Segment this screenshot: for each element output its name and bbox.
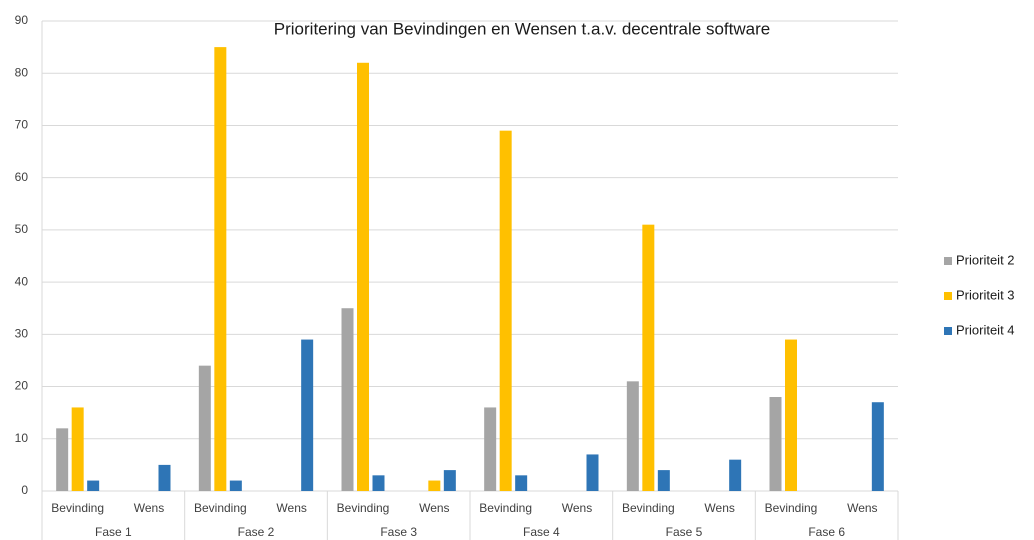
x-tick-label: Bevinding <box>622 501 675 515</box>
y-tick-label: 90 <box>15 13 29 27</box>
bar <box>87 480 100 491</box>
y-tick-label: 80 <box>15 65 29 79</box>
x-tick-label: Bevinding <box>765 501 818 515</box>
x-tick-label: Bevinding <box>337 501 390 515</box>
bar <box>341 308 354 491</box>
y-tick-label: 20 <box>15 379 29 393</box>
y-tick-label: 60 <box>15 170 29 184</box>
group-label: Fase 6 <box>808 525 845 539</box>
bar <box>586 454 599 491</box>
group-label: Fase 5 <box>666 525 703 539</box>
bar <box>428 480 441 491</box>
legend-text: Prioriteit 2 <box>956 252 1015 267</box>
x-tick-label: Wens <box>704 501 734 515</box>
bar <box>198 365 211 491</box>
x-tick-label: Wens <box>276 501 306 515</box>
bar <box>769 397 782 491</box>
chart-title: Prioritering van Bevindingen en Wensen t… <box>274 19 770 38</box>
y-tick-label: 40 <box>15 274 29 288</box>
legend-swatch <box>944 257 952 265</box>
bar <box>515 475 528 491</box>
bar <box>158 464 171 491</box>
bar <box>871 402 884 491</box>
legend-swatch <box>944 292 952 300</box>
y-tick-label: 70 <box>15 118 29 132</box>
group-label: Fase 1 <box>95 525 132 539</box>
bar <box>499 130 512 491</box>
legend-swatch <box>944 327 952 335</box>
x-tick-label: Bevinding <box>51 501 104 515</box>
bar <box>626 381 639 491</box>
group-label: Fase 4 <box>523 525 560 539</box>
group-label: Fase 2 <box>238 525 275 539</box>
legend-text: Prioriteit 3 <box>956 287 1015 302</box>
y-tick-label: 50 <box>15 222 29 236</box>
y-tick-label: 30 <box>15 327 29 341</box>
bar <box>229 480 242 491</box>
bar <box>71 407 84 491</box>
x-tick-label: Wens <box>419 501 449 515</box>
x-tick-label: Wens <box>134 501 164 515</box>
bar <box>484 407 497 491</box>
bar <box>657 470 670 491</box>
bar <box>214 47 227 491</box>
x-tick-label: Bevinding <box>479 501 532 515</box>
bar <box>443 470 456 491</box>
bar <box>785 339 797 491</box>
x-tick-label: Bevinding <box>194 501 247 515</box>
bar <box>56 428 69 491</box>
bar <box>357 62 369 492</box>
y-tick-label: 0 <box>21 483 28 497</box>
group-label: Fase 3 <box>380 525 417 539</box>
legend-text: Prioriteit 4 <box>956 322 1015 337</box>
bar <box>301 339 314 491</box>
bar <box>642 224 655 491</box>
bar <box>372 475 385 491</box>
bar <box>729 459 742 491</box>
x-tick-label: Wens <box>847 501 877 515</box>
x-tick-label: Wens <box>562 501 592 515</box>
y-tick-label: 10 <box>15 431 29 445</box>
